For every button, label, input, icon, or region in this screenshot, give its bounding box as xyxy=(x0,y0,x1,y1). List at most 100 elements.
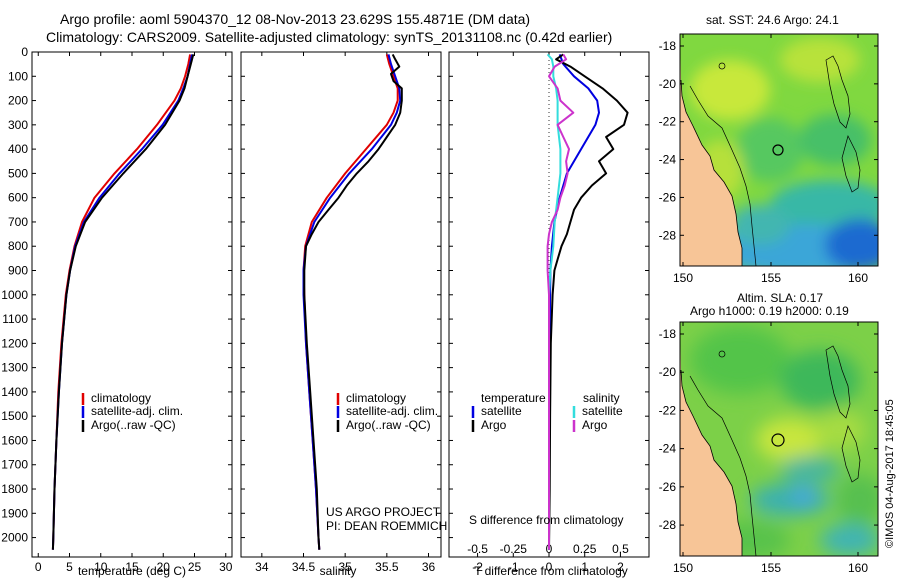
depth-tick-label: 900 xyxy=(8,264,28,278)
temperature-axes-frame xyxy=(31,51,233,558)
sla-map-title-line-2: Argo h1000: 0.19 h2000: 0.19 xyxy=(690,304,849,318)
sla-seamount-contour xyxy=(718,350,726,358)
s-tick-label: -0.5 xyxy=(467,542,488,556)
lat-tick-label: -18 xyxy=(659,327,677,341)
legend-header-temperature: temperature xyxy=(481,391,546,405)
x-tick-label: 34.5 xyxy=(292,560,316,574)
salinity-x-axis: 34 34.5 35 35.5 36 xyxy=(255,52,435,574)
lon-tick-label: 155 xyxy=(761,271,781,285)
lat-tick-label: -28 xyxy=(659,228,677,242)
sla-map-frame xyxy=(679,321,879,557)
x-tick-label: 5 xyxy=(66,560,73,574)
salinity-line-satellite-adj-clim xyxy=(302,54,402,550)
temperature-xlabel: temperature (deg C) xyxy=(78,564,186,578)
lat-tick-label: -20 xyxy=(659,77,677,91)
legend-label-satellite: satellite-adj. clim. xyxy=(91,404,183,418)
lat-tick-label: -26 xyxy=(659,480,677,494)
difference-lines xyxy=(546,53,629,550)
depth-tick-label: 100 xyxy=(8,69,28,83)
x-tick-label: 35 xyxy=(338,560,352,574)
difference-line-temperature-argo xyxy=(548,53,629,550)
salinity-xlabel: salinity xyxy=(320,564,357,578)
temperature-panel: 0100200300400500600700800900100011001200… xyxy=(1,45,232,578)
legend-label-sal-satellite: satellite xyxy=(582,404,623,418)
salinity-line-climatology xyxy=(302,54,399,550)
lon-tick-label: 150 xyxy=(673,271,693,285)
temperature-line-argo-raw-qc xyxy=(51,54,195,550)
salinity-legend: climatology satellite-adj. clim. Argo(..… xyxy=(336,391,438,432)
sst-1000m-contour xyxy=(689,85,757,266)
x-tick-label: 34 xyxy=(255,560,269,574)
lon-tick-label: 150 xyxy=(673,561,693,575)
x-tick-label: -2 xyxy=(472,560,483,574)
legend-header-salinity: salinity xyxy=(583,391,620,405)
difference-panel: -2 -1 0 1 2-0.5 -0.25 0 0.25 0.5 S difference fr… xyxy=(448,51,650,578)
depth-tick-label: 1300 xyxy=(1,361,28,375)
legend-label-temp-argo: Argo xyxy=(481,418,507,432)
sla-coastline xyxy=(680,369,743,556)
lon-tick-label: 160 xyxy=(848,561,868,575)
title-line-1: Argo profile: aoml 5904370_12 08-Nov-201… xyxy=(60,11,530,27)
x-tick-label: 35.5 xyxy=(375,560,399,574)
depth-tick-label: 1200 xyxy=(1,336,28,350)
salinity-line-argo-raw-qc xyxy=(303,53,403,550)
difference-x-axis: -2 -1 0 1 2-0.5 -0.25 0 0.25 0.5 xyxy=(467,52,629,574)
x-tick-label: 25 xyxy=(188,560,202,574)
pi-annotation: PI: DEAN ROEMMICH xyxy=(326,519,447,533)
temperature-line-satellite-adj-clim xyxy=(51,54,193,550)
x-tick-label: 30 xyxy=(219,560,233,574)
legend-label-argo: Argo(..raw -QC) xyxy=(91,418,176,432)
sst-reef-contour xyxy=(825,55,851,129)
lat-tick-label: -28 xyxy=(659,518,677,532)
sla-map: Altim. SLA: 0.17 Argo h1000: 0.19 h2000:… xyxy=(659,291,879,575)
depth-tick-label: 1500 xyxy=(1,409,28,423)
lat-tick-label: -22 xyxy=(659,403,677,417)
temperature-legend: climatology satellite-adj. clim. Argo(..… xyxy=(81,391,183,432)
depth-tick-label: 1700 xyxy=(1,458,28,472)
depth-tick-label: 600 xyxy=(8,191,28,205)
sst-seamount-contour xyxy=(718,62,726,70)
depth-tick-label: 700 xyxy=(8,215,28,229)
x-tick-label: 1 xyxy=(581,560,588,574)
x-tick-label: 15 xyxy=(125,560,139,574)
sla-field xyxy=(690,326,878,556)
lat-tick-label: -24 xyxy=(659,442,677,456)
sst-argo-location-marker xyxy=(772,144,784,156)
lon-tick-label: 160 xyxy=(848,271,868,285)
sst-map-frame xyxy=(679,33,879,267)
x-tick-label: 0 xyxy=(546,560,553,574)
imos-watermark: ©IMOS 04-Aug-2017 18:45:05 xyxy=(884,399,896,548)
x-tick-label: 36 xyxy=(422,560,436,574)
depth-axis: 0 100 200 300 400 500 600 700 800 900 1000 1100 1200… xyxy=(1,45,232,545)
salinity-panel: 34 34.5 35 35.5 36 salinity climatology sate… xyxy=(240,51,447,578)
depth-tick-label: 1100 xyxy=(2,312,28,326)
sst-plateau-contour xyxy=(841,135,861,193)
sst-map: sat. SST: 24.6 Argo: 24.1 -18 xyxy=(659,13,879,285)
legend-label-argo: Argo(..raw -QC) xyxy=(346,418,431,432)
title-line-2: Climatology: CARS2009. Satellite-adjuste… xyxy=(46,29,612,45)
x-tick-label: -1 xyxy=(508,560,519,574)
sla-1000m-contour xyxy=(689,375,757,556)
depth-tick-label: 200 xyxy=(8,94,28,108)
x-tick-label: 20 xyxy=(157,560,171,574)
difference-y-ticks xyxy=(449,51,649,539)
x-tick-label: 0 xyxy=(35,560,42,574)
legend-label-sal-argo: Argo xyxy=(582,418,608,432)
sst-map-axes: -18 -20 -22 -24 -26 -28 150 155 160 xyxy=(659,34,878,285)
s-tick-label: -0.25 xyxy=(500,542,528,556)
salinity-y-ticks xyxy=(241,51,441,539)
salinity-lines xyxy=(302,53,403,550)
lat-tick-label: -26 xyxy=(659,190,677,204)
s-tick-label: 0.25 xyxy=(573,542,597,556)
sla-argo-location-marker xyxy=(771,433,785,447)
difference-xlabel: T difference from climatology xyxy=(474,564,628,578)
sst-map-title: sat. SST: 24.6 Argo: 24.1 xyxy=(706,13,839,27)
lon-tick-label: 155 xyxy=(761,561,781,575)
lat-tick-label: -20 xyxy=(659,365,677,379)
sla-map-axes: -18 -20 -22 -24 -26 -28 150 155 160 xyxy=(659,322,878,575)
difference-top-xlabel: S difference from climatology xyxy=(469,513,624,527)
depth-tick-label: 2000 xyxy=(1,531,28,545)
legend-label-satellite: satellite-adj. clim. xyxy=(346,404,438,418)
x-tick-label: 10 xyxy=(94,560,108,574)
